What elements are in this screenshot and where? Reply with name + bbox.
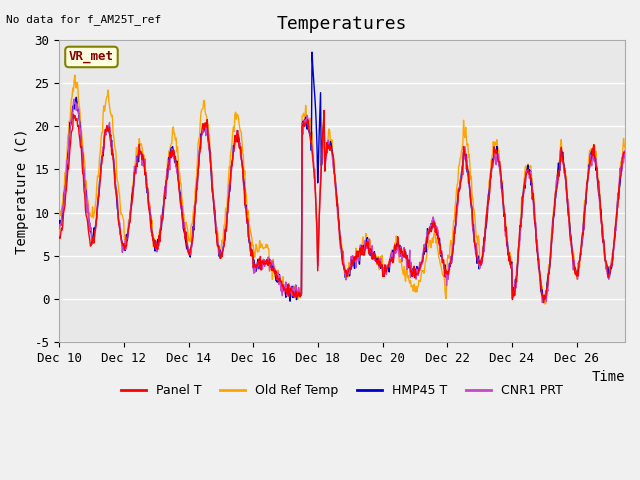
Title: Temperatures: Temperatures xyxy=(277,15,408,33)
Legend: Panel T, Old Ref Temp, HMP45 T, CNR1 PRT: Panel T, Old Ref Temp, HMP45 T, CNR1 PRT xyxy=(116,379,568,402)
X-axis label: Time: Time xyxy=(591,370,625,384)
Text: VR_met: VR_met xyxy=(69,50,114,63)
Text: No data for f_AM25T_ref: No data for f_AM25T_ref xyxy=(6,14,162,25)
Y-axis label: Temperature (C): Temperature (C) xyxy=(15,128,29,254)
